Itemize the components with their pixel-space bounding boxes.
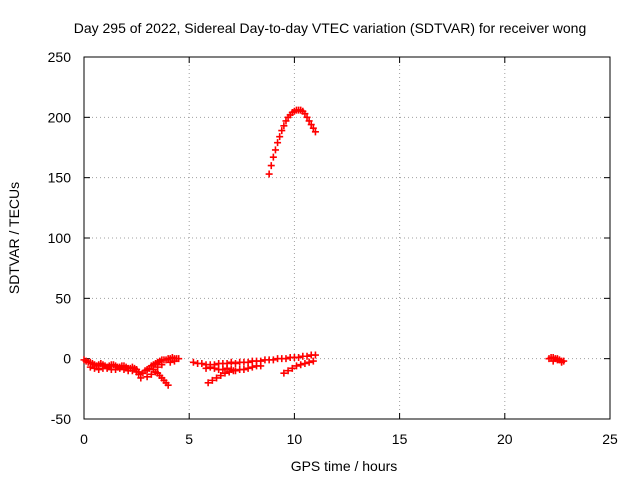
y-tick-label: 150 [48, 170, 72, 186]
x-tick-label: 5 [185, 431, 193, 447]
data-point [244, 358, 252, 366]
data-point [213, 374, 221, 382]
y-tick-label: -50 [51, 411, 71, 427]
data-point [244, 364, 252, 372]
y-tick-label: 0 [63, 351, 71, 367]
data-point [227, 358, 235, 366]
data-point [269, 153, 277, 161]
data-point [282, 355, 290, 363]
data-point [288, 364, 296, 372]
data-point [549, 357, 557, 365]
data-points [80, 106, 568, 389]
data-point [112, 366, 120, 374]
data-point [143, 373, 151, 381]
data-point [309, 357, 317, 365]
data-point [135, 370, 143, 378]
x-tick-label: 10 [287, 431, 303, 447]
data-point [147, 370, 155, 378]
data-point [217, 372, 225, 380]
data-point [149, 366, 157, 374]
data-point [219, 366, 227, 374]
data-point [116, 364, 124, 372]
y-tick-label: 50 [55, 290, 71, 306]
data-point [297, 361, 305, 369]
data-point [309, 124, 317, 132]
series-arc-peak [265, 106, 319, 178]
data-point [307, 121, 315, 129]
data-point [206, 363, 214, 371]
data-point [274, 139, 282, 147]
data-point [223, 364, 231, 372]
data-point [204, 379, 212, 387]
data-point [240, 366, 248, 374]
axis-ticks [83, 56, 611, 420]
data-point [301, 110, 309, 118]
data-point [158, 361, 166, 369]
data-point [271, 146, 279, 154]
data-point [175, 355, 183, 363]
data-point [284, 367, 292, 375]
data-point [265, 170, 273, 178]
x-tick-label: 0 [80, 431, 88, 447]
x-tick-label: 20 [497, 431, 513, 447]
data-point [248, 363, 256, 371]
data-point [229, 367, 237, 375]
data-point [198, 359, 206, 367]
data-point [189, 358, 197, 366]
data-point [202, 364, 210, 372]
x-tick-label: 25 [602, 431, 618, 447]
grid-lines [84, 57, 610, 419]
data-point [257, 362, 265, 370]
data-point [166, 358, 174, 366]
data-point [269, 356, 277, 364]
data-point [86, 363, 94, 371]
data-point [170, 357, 178, 365]
data-point [208, 376, 216, 384]
series-cluster-right [545, 353, 568, 366]
y-tick-label: 100 [48, 230, 72, 246]
x-axis-label: GPS time / hours [291, 458, 398, 474]
data-point [280, 369, 288, 377]
data-point [305, 358, 313, 366]
data-point [103, 364, 111, 372]
data-point [295, 353, 303, 361]
x-tick-label: 15 [392, 431, 408, 447]
data-point [276, 133, 284, 141]
x-tick-labels: 0 5 10 15 20 25 [80, 431, 618, 447]
data-point [91, 364, 99, 372]
data-point [303, 352, 311, 360]
data-point [558, 358, 566, 366]
series-cluster-mid [139, 353, 183, 389]
data-point [311, 351, 319, 359]
y-axis-label: SDTVAR / TECUs [6, 182, 22, 294]
data-point [95, 366, 103, 374]
data-point [137, 374, 145, 382]
data-point [280, 122, 288, 130]
chart-title: Day 295 of 2022, Sidereal Day-to-day VTE… [74, 20, 587, 36]
data-point [553, 356, 561, 364]
data-point [278, 127, 286, 135]
data-point [154, 363, 162, 371]
series-cluster-late [189, 351, 319, 387]
data-point [305, 117, 313, 125]
data-point [225, 368, 233, 376]
data-point [301, 359, 309, 367]
data-point [267, 162, 275, 170]
data-point [303, 113, 311, 121]
data-point [293, 362, 301, 370]
data-point [164, 381, 172, 389]
y-tick-label: 200 [48, 109, 72, 125]
series-cluster-early [80, 356, 145, 382]
y-tick-labels: -50 0 50 100 150 200 250 [48, 49, 72, 427]
data-point [210, 364, 218, 372]
data-point [311, 128, 319, 136]
data-point [231, 359, 239, 367]
data-point [282, 117, 290, 125]
data-point [128, 367, 136, 375]
data-point [120, 366, 128, 374]
y-tick-label: 250 [48, 49, 72, 65]
data-point [221, 369, 229, 377]
